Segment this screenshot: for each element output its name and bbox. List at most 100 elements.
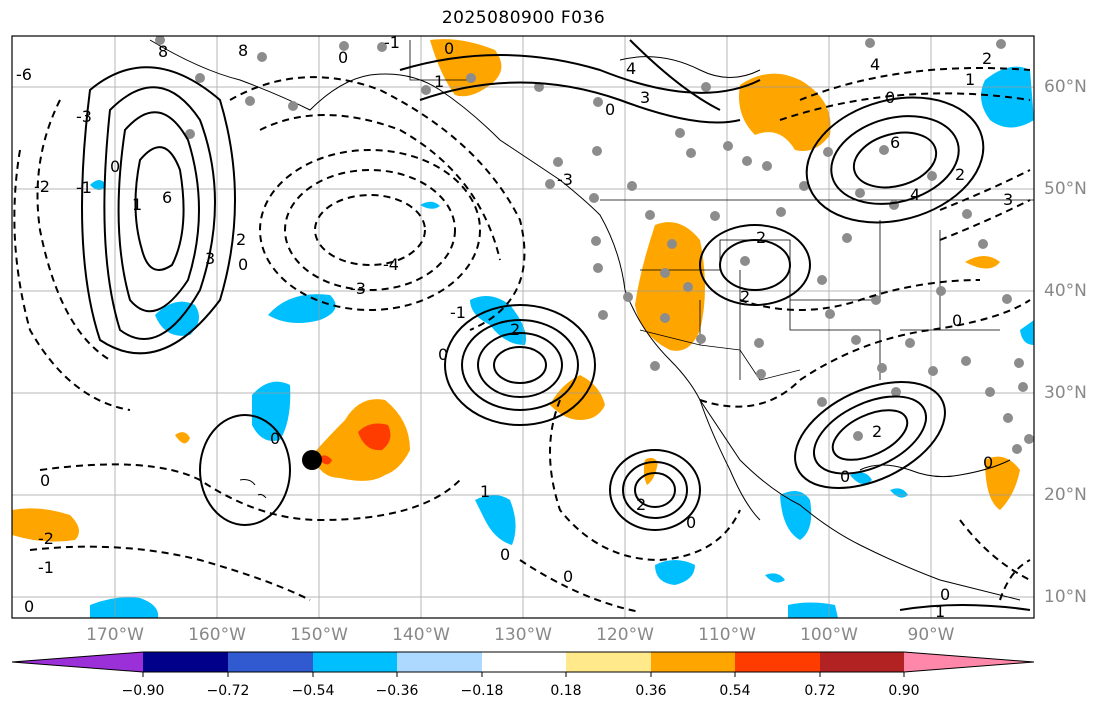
map-title: 2025080900 F036 xyxy=(441,8,606,28)
contour-label: 0 xyxy=(840,467,850,486)
shade-positive xyxy=(985,456,1020,510)
contour-label: 1 xyxy=(132,195,142,214)
contour-label: 4 xyxy=(870,55,880,74)
colorbar-segment xyxy=(735,652,820,672)
contour-label: -6 xyxy=(16,65,32,84)
contour-label: -2 xyxy=(38,529,54,548)
contours-negative xyxy=(13,67,1031,613)
shade-negative xyxy=(780,491,812,540)
colorbar-segment xyxy=(566,652,651,672)
shade-negative xyxy=(420,201,440,209)
contour-label: -1 xyxy=(38,558,54,577)
contour-label: 0 xyxy=(500,545,510,564)
shade-negative xyxy=(890,488,908,498)
shade-positive xyxy=(635,222,705,351)
contour-label: 3 xyxy=(1003,190,1013,209)
shade-negative xyxy=(1020,320,1034,345)
lon-label: 120°W xyxy=(596,625,654,645)
contour-label: -4 xyxy=(383,255,399,274)
contour-label: 0 xyxy=(444,39,454,58)
shade-negative xyxy=(475,495,516,545)
stations xyxy=(155,36,1034,454)
lon-label: 100°W xyxy=(800,625,858,645)
shade-strong-positive xyxy=(358,423,391,451)
contour-label: 3 xyxy=(205,249,215,268)
contours-positive xyxy=(81,39,1031,611)
contour-label: 0 xyxy=(40,471,50,490)
contour-label: 1 xyxy=(935,602,945,621)
contour-label: 2 xyxy=(740,287,750,306)
contour-label: -1 xyxy=(384,33,400,52)
shade-negative xyxy=(90,597,159,618)
lon-label: 140°W xyxy=(392,625,450,645)
shade-positive xyxy=(643,457,658,485)
lat-label: 50°N xyxy=(1044,179,1087,199)
colorbar-tick-label: −0.72 xyxy=(206,683,250,699)
contour-label: 6 xyxy=(890,133,900,152)
shade-positive xyxy=(12,508,79,542)
lat-label: 60°N xyxy=(1044,77,1087,97)
shade-negative xyxy=(850,472,872,484)
contour-label: 8 xyxy=(158,42,168,61)
contour-label: 4 xyxy=(626,59,636,78)
contour-label: -3 xyxy=(76,107,92,126)
colorbar-segment xyxy=(397,652,482,672)
contour-label: 1 xyxy=(434,72,444,91)
colorbar-segment xyxy=(143,652,228,672)
contour-label: 0 xyxy=(885,88,895,107)
lon-label: 110°W xyxy=(698,625,756,645)
contour-label: 0 xyxy=(110,157,120,176)
contour-label: -3 xyxy=(350,279,366,298)
contour-label: 2 xyxy=(236,230,246,249)
colorbar-tick-label: 0.18 xyxy=(550,683,582,699)
colorbar-extend-low xyxy=(12,652,143,672)
shade-negative xyxy=(765,573,785,583)
shade-positive xyxy=(550,375,605,420)
contour-label: -3 xyxy=(557,170,573,189)
contour-label: 8 xyxy=(238,41,248,60)
contour-label: 6 xyxy=(162,188,172,207)
shade-negative xyxy=(268,294,336,324)
colorbar-extend-high xyxy=(904,652,1034,672)
colorbar-segment xyxy=(313,652,397,672)
lon-label: 160°W xyxy=(188,625,246,645)
colorbar-segment xyxy=(482,652,566,672)
colorbar-tick-label: 0.90 xyxy=(888,683,920,699)
contour-label: 0 xyxy=(24,597,34,616)
contour-label: 2 xyxy=(636,495,646,514)
colorbar-tick-label: −0.54 xyxy=(291,683,335,699)
contour-label: 0 xyxy=(338,48,348,67)
lon-label: 130°W xyxy=(494,625,552,645)
contour-label: 0 xyxy=(438,345,448,364)
contour-label: -2 xyxy=(34,177,50,196)
shade-negative xyxy=(252,381,291,441)
contour-label: -1 xyxy=(450,303,466,322)
shade-positive xyxy=(430,39,502,97)
colorbar-tick-label: −0.36 xyxy=(375,683,419,699)
lat-label: 40°N xyxy=(1044,281,1087,301)
shade-positive xyxy=(739,73,831,151)
lat-label: 30°N xyxy=(1044,383,1087,403)
shade-negative xyxy=(90,180,106,190)
lat-label: 20°N xyxy=(1044,485,1087,505)
colorbar-tick-label: 0.72 xyxy=(804,683,836,699)
contour-label: 2 xyxy=(955,165,965,184)
contour-label: 2 xyxy=(510,320,520,339)
colorbar xyxy=(11,651,1035,677)
contour-label: 2 xyxy=(982,49,992,68)
shade-negative xyxy=(788,602,838,618)
colorbar-tick-label: 0.54 xyxy=(719,683,751,699)
shade-negative xyxy=(655,560,695,585)
colorbar-tick-label: −0.18 xyxy=(460,683,504,699)
contour-label: 2 xyxy=(872,422,882,441)
storm-marker xyxy=(302,450,322,470)
contour-label: 0 xyxy=(605,100,615,119)
contour-label: 0 xyxy=(940,585,950,604)
contour-label: 0 xyxy=(238,255,248,274)
lon-label: 170°W xyxy=(86,625,144,645)
contour-label-group: -6 8 8 -3 -2 -1 0 1 6 3 2 0 0 -1 0 1 4 3… xyxy=(16,33,1013,621)
colorbar-tick-label: −0.90 xyxy=(121,683,165,699)
lon-label: 150°W xyxy=(290,625,348,645)
contour-label: 0 xyxy=(952,311,962,330)
